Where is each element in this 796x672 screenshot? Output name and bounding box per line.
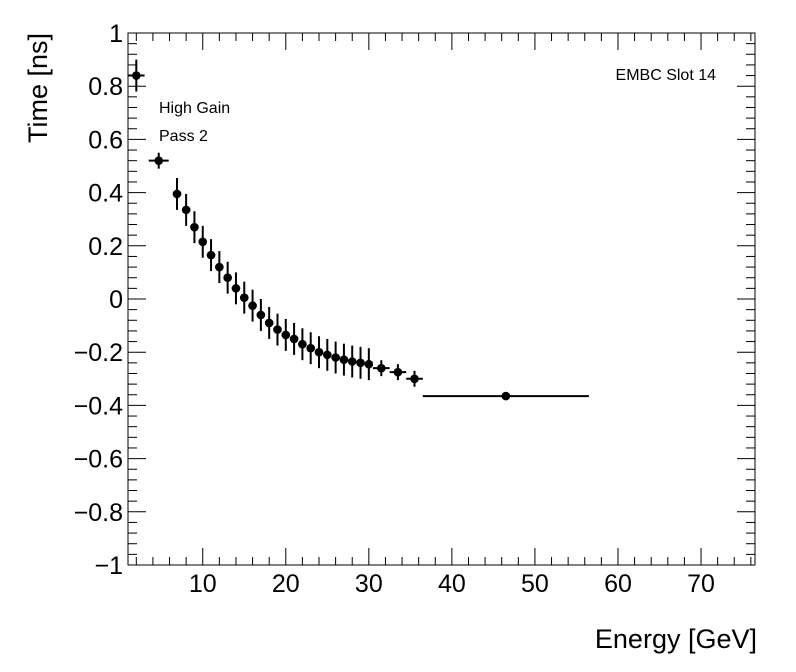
data-point — [314, 336, 324, 369]
data-marker — [223, 273, 232, 283]
data-marker — [248, 301, 257, 310]
data-marker — [501, 391, 511, 401]
data-point — [281, 318, 291, 351]
data-point — [231, 272, 241, 305]
data-point — [306, 332, 316, 365]
data-marker — [314, 347, 324, 357]
data-marker — [289, 334, 299, 344]
y-tick-labels: 1 0.8 0.6 0.4 0.2 0 −0.2 −0.4 −0.6 −0.8 −1 — [74, 20, 123, 580]
x-axis-title: Energy [GeV] — [595, 624, 757, 654]
axis-ticks — [128, 32, 755, 566]
data-point — [172, 177, 182, 210]
data-point — [198, 225, 208, 258]
data-marker — [364, 359, 374, 369]
data-point — [356, 346, 365, 379]
pass-annotation: Pass 2 — [159, 128, 208, 145]
data-point — [339, 343, 349, 376]
data-point — [422, 391, 589, 401]
data-point — [364, 348, 374, 381]
data-point — [239, 281, 249, 314]
data-marker — [410, 374, 419, 384]
data-point — [215, 251, 224, 284]
data-point — [406, 370, 423, 387]
y-tick-label: 0.6 — [88, 126, 123, 154]
x-tick-label: 30 — [355, 570, 383, 598]
x-tick-label: 40 — [438, 570, 466, 598]
data-point — [298, 328, 307, 361]
x-tick-labels: 10 20 30 40 50 60 70 — [189, 570, 715, 598]
data-marker — [339, 355, 349, 364]
data-marker — [154, 156, 164, 165]
data-point — [148, 152, 169, 169]
data-marker — [347, 357, 357, 366]
data-marker — [172, 189, 182, 199]
x-tick-label: 50 — [521, 570, 549, 598]
data-marker — [273, 325, 282, 334]
data-point — [331, 341, 340, 374]
data-marker — [331, 353, 340, 362]
data-marker — [281, 330, 291, 340]
y-tick-label: 1 — [109, 20, 123, 48]
data-marker — [264, 318, 274, 328]
data-point — [223, 261, 232, 294]
data-point — [248, 289, 257, 322]
y-tick-label: −0.4 — [74, 392, 123, 420]
slot-annotation: EMBC Slot 14 — [616, 67, 717, 84]
x-tick-label: 70 — [687, 570, 715, 598]
data-point — [256, 299, 266, 331]
data-points — [128, 59, 589, 401]
gain-annotation: High Gain — [159, 100, 230, 117]
data-marker — [298, 339, 307, 349]
data-marker — [393, 367, 403, 377]
data-marker — [306, 343, 316, 353]
data-marker — [231, 284, 241, 293]
data-marker — [376, 363, 386, 373]
data-marker — [190, 222, 199, 232]
data-point — [372, 360, 390, 377]
data-marker — [215, 262, 224, 272]
y-tick-label: −0.8 — [74, 499, 123, 527]
y-tick-label: 0.8 — [88, 73, 123, 101]
data-point — [347, 345, 357, 378]
data-marker — [323, 350, 332, 360]
x-tick-label: 10 — [189, 570, 217, 598]
y-tick-label: 0.4 — [88, 180, 123, 208]
data-point — [181, 193, 191, 226]
data-marker — [181, 205, 191, 215]
data-point — [128, 59, 145, 92]
data-point — [273, 313, 282, 346]
data-marker — [132, 71, 141, 80]
y-tick-label: 0 — [109, 286, 123, 314]
data-marker — [198, 237, 208, 247]
y-tick-label: −0.6 — [74, 446, 123, 474]
data-point — [190, 211, 199, 244]
data-marker — [239, 293, 249, 302]
y-axis-title: Time [ns] — [23, 33, 53, 143]
x-tick-label: 60 — [604, 570, 632, 598]
data-marker — [256, 310, 266, 320]
data-point — [323, 338, 332, 371]
y-tick-label: 0.2 — [88, 233, 123, 261]
y-tick-label: −1 — [94, 552, 123, 580]
y-tick-label: −0.2 — [74, 339, 123, 367]
data-point — [289, 322, 299, 355]
data-point — [206, 239, 216, 272]
data-point — [264, 306, 274, 339]
data-point — [389, 364, 407, 381]
data-marker — [206, 250, 216, 260]
x-tick-label: 20 — [272, 570, 300, 598]
data-marker — [356, 358, 365, 368]
